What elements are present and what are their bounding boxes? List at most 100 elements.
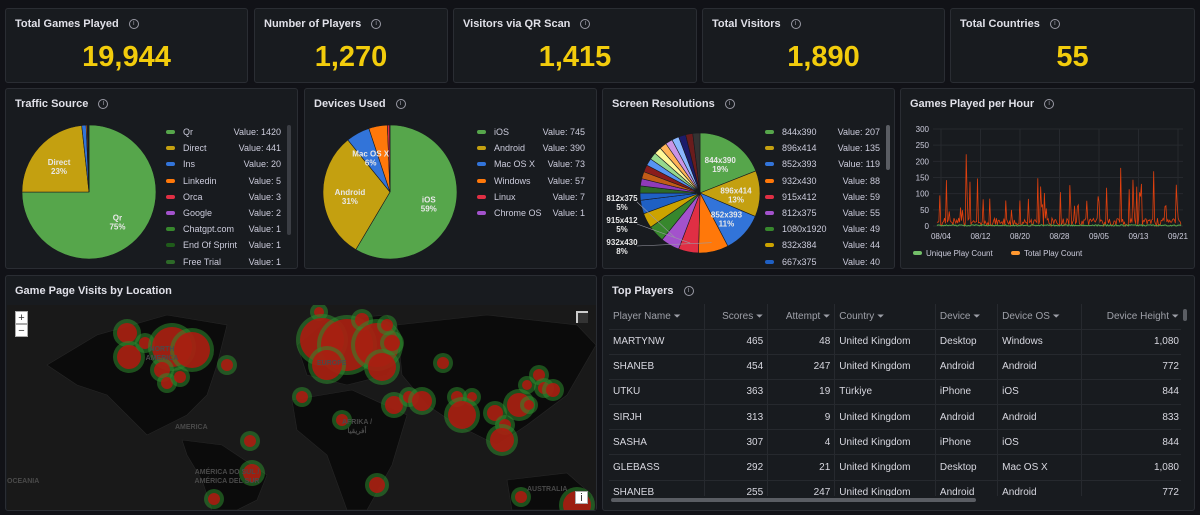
table-row[interactable]: GLEBASS 292 21 United Kingdom Desktop Mac OS … bbox=[609, 454, 1181, 481]
table-row[interactable]: SASHA 307 4 United Kingdom iPhone iOS 844 bbox=[609, 429, 1181, 455]
filter-icon[interactable]: ⏷ bbox=[673, 310, 681, 321]
info-icon[interactable]: i bbox=[683, 286, 694, 296]
legend-scrollbar[interactable] bbox=[287, 125, 291, 235]
heat-spot[interactable] bbox=[515, 491, 527, 503]
legend-item[interactable]: Free Trial Value: 1 bbox=[166, 254, 281, 270]
attribution-info-button[interactable]: i bbox=[575, 491, 588, 504]
pie-slice[interactable] bbox=[21, 124, 157, 260]
legend-item[interactable]: iOS Value: 745 bbox=[477, 124, 585, 140]
legend-item[interactable]: Mac OS X Value: 73 bbox=[477, 156, 585, 172]
heat-spot[interactable] bbox=[368, 353, 396, 381]
legend-item[interactable]: 1080x1920 Value: 49 bbox=[765, 221, 880, 237]
legend-item[interactable]: Android Value: 390 bbox=[477, 140, 585, 156]
pie-slice[interactable] bbox=[21, 125, 90, 193]
legend-item[interactable]: 852x393 Value: 119 bbox=[765, 156, 880, 172]
table-vertical-scrollbar[interactable] bbox=[1183, 309, 1187, 321]
legend-label[interactable]: Total Play Count bbox=[1024, 249, 1083, 258]
zoom-out-button[interactable]: − bbox=[15, 324, 28, 337]
heat-spot[interactable] bbox=[412, 391, 432, 411]
heat-spot[interactable] bbox=[221, 359, 233, 371]
pie-slice[interactable] bbox=[692, 132, 701, 194]
filter-icon[interactable]: ⏷ bbox=[755, 310, 764, 321]
column-header[interactable]: Country ⏷ bbox=[834, 304, 936, 329]
legend-scrollbar[interactable] bbox=[886, 125, 890, 170]
heat-spot[interactable] bbox=[174, 332, 210, 368]
column-header[interactable]: Device Height ⏷ bbox=[1081, 304, 1181, 329]
info-icon[interactable]: i bbox=[128, 19, 139, 29]
table-row[interactable]: SIRJH 313 9 United Kingdom Android Android 833 bbox=[609, 404, 1181, 430]
legend-item[interactable]: 844x390 Value: 207 bbox=[765, 124, 880, 140]
heat-spot[interactable] bbox=[385, 396, 403, 414]
heat-spot[interactable] bbox=[448, 401, 476, 429]
legend-item[interactable]: Ins Value: 20 bbox=[166, 156, 281, 172]
legend-item[interactable]: Chrome OS Value: 1 bbox=[477, 205, 585, 221]
pie-slice[interactable] bbox=[355, 124, 458, 260]
zoom-in-button[interactable]: + bbox=[15, 311, 28, 324]
heat-spot[interactable] bbox=[243, 464, 261, 482]
column-header[interactable]: Player Name ⏷ bbox=[609, 304, 706, 329]
legend-item[interactable]: Linkedin Value: 5 bbox=[166, 173, 281, 189]
legend-item[interactable]: 832x384 Value: 44 bbox=[765, 237, 880, 253]
column-header[interactable]: Device ⏷ bbox=[935, 304, 999, 329]
filter-icon[interactable]: ⏷ bbox=[877, 310, 885, 321]
legend-item[interactable]: 932x430 Value: 88 bbox=[765, 173, 880, 189]
legend-item[interactable]: Qr Value: 1420 bbox=[166, 124, 281, 140]
heat-spot[interactable] bbox=[437, 357, 449, 369]
legend-item[interactable]: Orca Value: 3 bbox=[166, 189, 281, 205]
legend-item[interactable]: 915x412 Value: 59 bbox=[765, 189, 880, 205]
legend-item[interactable]: Windows Value: 57 bbox=[477, 173, 585, 189]
heat-spot[interactable] bbox=[117, 345, 141, 369]
heat-spot[interactable] bbox=[312, 350, 342, 380]
legend-item[interactable]: 812x375 Value: 55 bbox=[765, 205, 880, 221]
info-icon[interactable]: i bbox=[1044, 99, 1055, 109]
info-icon[interactable]: i bbox=[790, 19, 801, 29]
info-icon[interactable]: i bbox=[1049, 19, 1060, 29]
table-horizontal-scrollbar[interactable] bbox=[611, 498, 976, 502]
table-row[interactable]: MARTYNW 465 48 United Kingdom Desktop Windows… bbox=[609, 328, 1181, 355]
heat-spot[interactable] bbox=[244, 435, 256, 447]
info-icon[interactable]: i bbox=[580, 19, 591, 29]
legend-label[interactable]: Unique Play Count bbox=[926, 249, 993, 258]
legend-item[interactable]: End Of Sprint Value: 1 bbox=[166, 237, 281, 253]
filter-icon[interactable]: ⏷ bbox=[973, 310, 981, 321]
legend-item[interactable]: Chatgpt.com Value: 1 bbox=[166, 221, 281, 237]
heat-spot[interactable] bbox=[369, 477, 385, 493]
table-row[interactable]: SHANEB 255 247 United Kingdom Android Android… bbox=[609, 479, 1181, 496]
pie-slice[interactable] bbox=[699, 132, 757, 194]
legend-item[interactable]: Linux Value: 7 bbox=[477, 189, 585, 205]
heat-spot[interactable] bbox=[208, 493, 220, 505]
column-header[interactable]: Scores ⏷ bbox=[704, 304, 769, 329]
heat-spot[interactable] bbox=[336, 414, 348, 426]
filter-icon[interactable]: ⏷ bbox=[1171, 310, 1179, 321]
heat-spot[interactable] bbox=[161, 377, 173, 389]
heat-spot[interactable] bbox=[174, 371, 186, 383]
column-header[interactable]: Device OS ⏷ bbox=[997, 304, 1082, 329]
layers-icon[interactable] bbox=[576, 311, 588, 323]
heat-spot[interactable] bbox=[139, 337, 151, 349]
legend-label: Chatgpt.com bbox=[183, 224, 235, 235]
column-header[interactable]: Attempt ⏷ bbox=[767, 304, 836, 329]
heat-spot[interactable] bbox=[296, 391, 308, 403]
info-icon[interactable]: i bbox=[98, 99, 109, 109]
legend-item[interactable]: 667x375 Value: 40 bbox=[765, 254, 880, 270]
world-map[interactable]: NORTH AMERICA EUROPE AFRIKA / أفريقيا AM… bbox=[7, 305, 596, 510]
info-icon[interactable]: i bbox=[395, 99, 406, 109]
heat-spot[interactable] bbox=[381, 319, 393, 331]
heat-spot[interactable] bbox=[524, 400, 534, 410]
heat-spot[interactable] bbox=[384, 335, 400, 351]
table-row[interactable]: SHANEB 454 247 United Kingdom Android Android… bbox=[609, 353, 1181, 380]
info-icon[interactable]: i bbox=[371, 19, 382, 29]
info-icon[interactable]: i bbox=[724, 99, 735, 109]
legend-item[interactable]: Google Value: 2 bbox=[166, 205, 281, 221]
table-row[interactable]: UTKU 363 19 Türkiye iPhone iOS 844 bbox=[609, 378, 1181, 405]
heat-spot[interactable] bbox=[522, 380, 532, 390]
heat-spot[interactable] bbox=[490, 428, 514, 452]
legend-item[interactable]: 896x414 Value: 135 bbox=[765, 140, 880, 156]
filter-icon[interactable]: ⏷ bbox=[823, 310, 831, 321]
pie-slice[interactable] bbox=[322, 139, 391, 251]
heat-spot[interactable] bbox=[533, 369, 545, 381]
heat-spot[interactable] bbox=[117, 323, 137, 343]
legend-item[interactable]: Direct Value: 441 bbox=[166, 140, 281, 156]
filter-icon[interactable]: ⏷ bbox=[1052, 310, 1060, 321]
heat-spot[interactable] bbox=[546, 383, 560, 397]
